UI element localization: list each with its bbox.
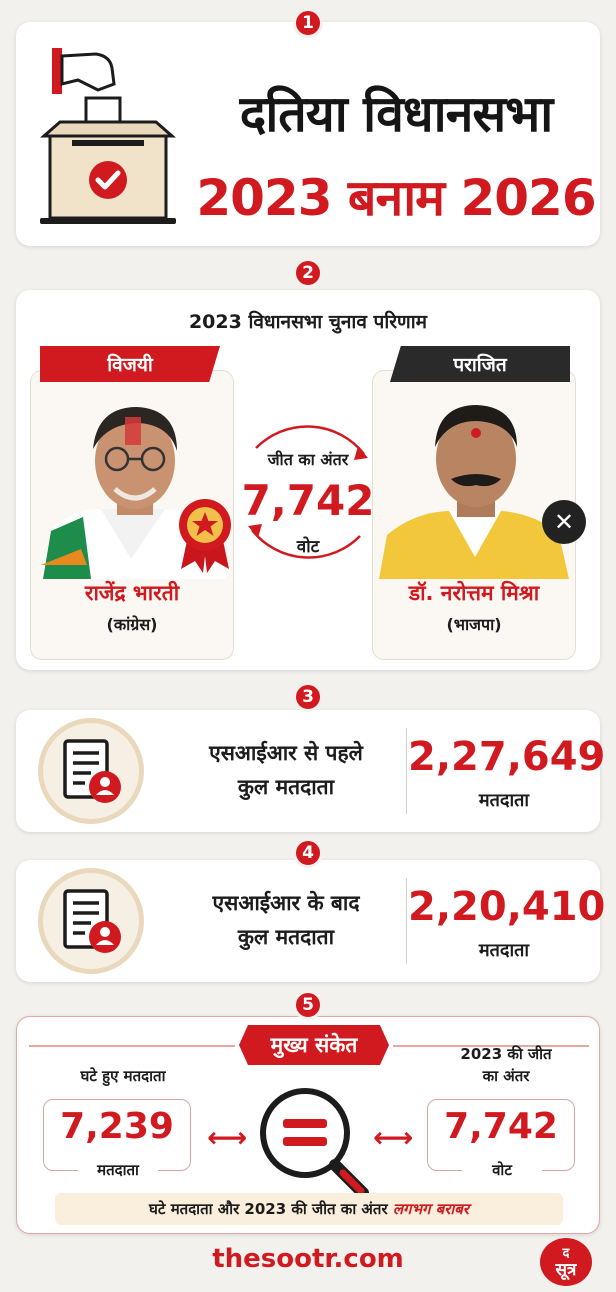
step-badge-3: 3	[293, 682, 323, 712]
winner-badge: विजयी	[40, 346, 220, 382]
margin-2023-box: 7,742 वोट	[427, 1099, 575, 1180]
page-subtitle: 2023 बनाम 2026	[196, 169, 596, 227]
voters-after-sir-card: एसआईआर के बाद कुल मतदाता 2,20,410 मतदाता	[16, 860, 606, 982]
voter-document-icon	[38, 718, 144, 824]
margin-2023-unit: वोट	[462, 1160, 542, 1180]
loser-photo	[379, 405, 569, 579]
voters-after-label: एसआईआर के बाद कुल मतदाता	[212, 891, 360, 949]
voters-before-unit: मतदाता	[478, 790, 530, 811]
brand-logo: द सूत्र	[540, 1238, 592, 1286]
loser-badge: पराजित	[390, 346, 570, 382]
loser-party: (भाजपा)	[446, 615, 502, 634]
voters-before-label: एसआईआर से पहले कुल मतदाता	[209, 741, 363, 799]
ballot-box-icon	[40, 48, 176, 224]
site-url: thesootr.com	[212, 1244, 404, 1274]
divider	[406, 878, 407, 964]
margin-2023-label: 2023 की जीत का अंतर	[460, 1045, 552, 1085]
title-rule-right	[393, 1045, 589, 1047]
double-arrow-icon: ⟷	[207, 1121, 248, 1154]
winner-medal-icon	[179, 499, 231, 573]
key-signal-conclusion: घटे मतदाता और 2023 की जीत का अंतर लगभग ब…	[55, 1193, 563, 1225]
voters-after-value: 2,20,410	[408, 884, 606, 930]
voters-before-sir-card: एसआईआर से पहले कुल मतदाता 2,27,649 मतदात…	[16, 710, 606, 832]
winner-party: (कांग्रेस)	[106, 615, 158, 634]
reduced-voters-unit: मतदाता	[78, 1160, 158, 1180]
margin-arrows-icon	[248, 425, 368, 559]
step-badge-5: 5	[293, 990, 323, 1020]
step-badge-2: 2	[293, 258, 323, 288]
margin-2023-value: 7,742	[444, 1106, 558, 1147]
margin-label: जीत का अंतर	[267, 450, 349, 469]
header-card: दतिया विधानसभा 2023 बनाम 2026	[16, 22, 600, 246]
page-title: दतिया विधानसभा	[239, 85, 553, 143]
loser-name: डॉ. नरोत्तम मिश्रा	[408, 581, 540, 605]
magnifier-equals-icon	[260, 1088, 369, 1199]
results-card: 2023 विधानसभा चुनाव परिणाम विजयी राजेंद्…	[16, 290, 600, 670]
voter-document-icon	[38, 868, 144, 974]
voters-before-value: 2,27,649	[408, 734, 606, 780]
step-badge-4: 4	[293, 838, 323, 868]
voters-after-unit: मतदाता	[478, 940, 530, 961]
winner-name: राजेंद्र भारती	[84, 581, 180, 605]
reduced-voters-box: 7,239 मतदाता	[43, 1099, 191, 1180]
results-heading: 2023 विधानसभा चुनाव परिणाम	[188, 311, 428, 333]
reduced-voters-value: 7,239	[60, 1106, 174, 1147]
winner-card: राजेंद्र भारती (कांग्रेस)	[30, 370, 234, 660]
margin-value: 7,742	[241, 476, 375, 525]
title-rule-left	[29, 1045, 235, 1047]
divider	[406, 728, 407, 814]
key-signal-card: मुख्य संकेत घटे हुए मतदाता 7,239 मतदाता …	[16, 1016, 600, 1234]
key-signal-title: मुख्य संकेत	[239, 1025, 389, 1065]
close-icon: ✕	[542, 500, 586, 544]
reduced-voters-label: घटे हुए मतदाता	[80, 1067, 166, 1085]
margin-unit: वोट	[296, 537, 320, 557]
double-arrow-icon: ⟷	[373, 1121, 414, 1154]
step-badge-1: 1	[293, 8, 323, 38]
